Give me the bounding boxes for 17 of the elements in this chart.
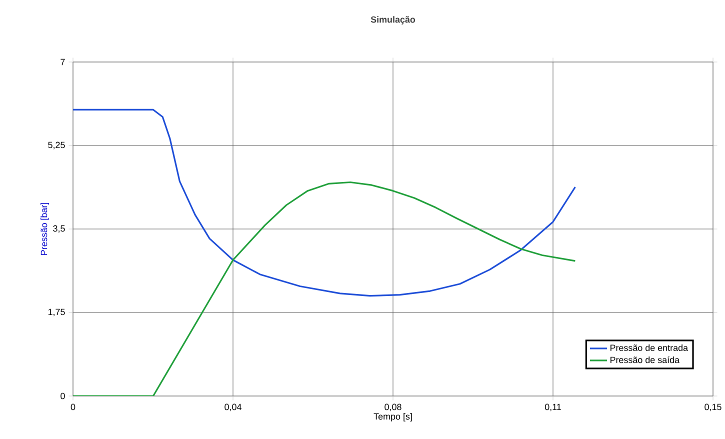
line-series: [73, 181, 576, 396]
legend-label: Pressão de saída: [610, 356, 680, 364]
y-tick-label: 3,5: [53, 225, 65, 233]
y-tick-label: 0: [60, 392, 65, 400]
y-tick-label: 7: [60, 58, 65, 66]
y-axis-title: Pressão [bar]: [40, 202, 49, 255]
y-tick-label: 5,25: [48, 142, 65, 150]
line-series: [73, 108, 576, 297]
chart-title: Simulação: [370, 16, 416, 24]
y-tick-label: 1,75: [48, 308, 65, 316]
x-tick-label: 0,15: [704, 404, 722, 412]
x-tick-label: 0,04: [224, 404, 242, 412]
x-axis-title: Tempo [s]: [374, 413, 412, 422]
x-tick-label: 0: [70, 404, 76, 410]
legend-label: Pressão de entrada: [610, 344, 688, 352]
x-tick-label: 0,11: [544, 404, 561, 412]
x-tick-label: 0,08: [384, 404, 402, 412]
